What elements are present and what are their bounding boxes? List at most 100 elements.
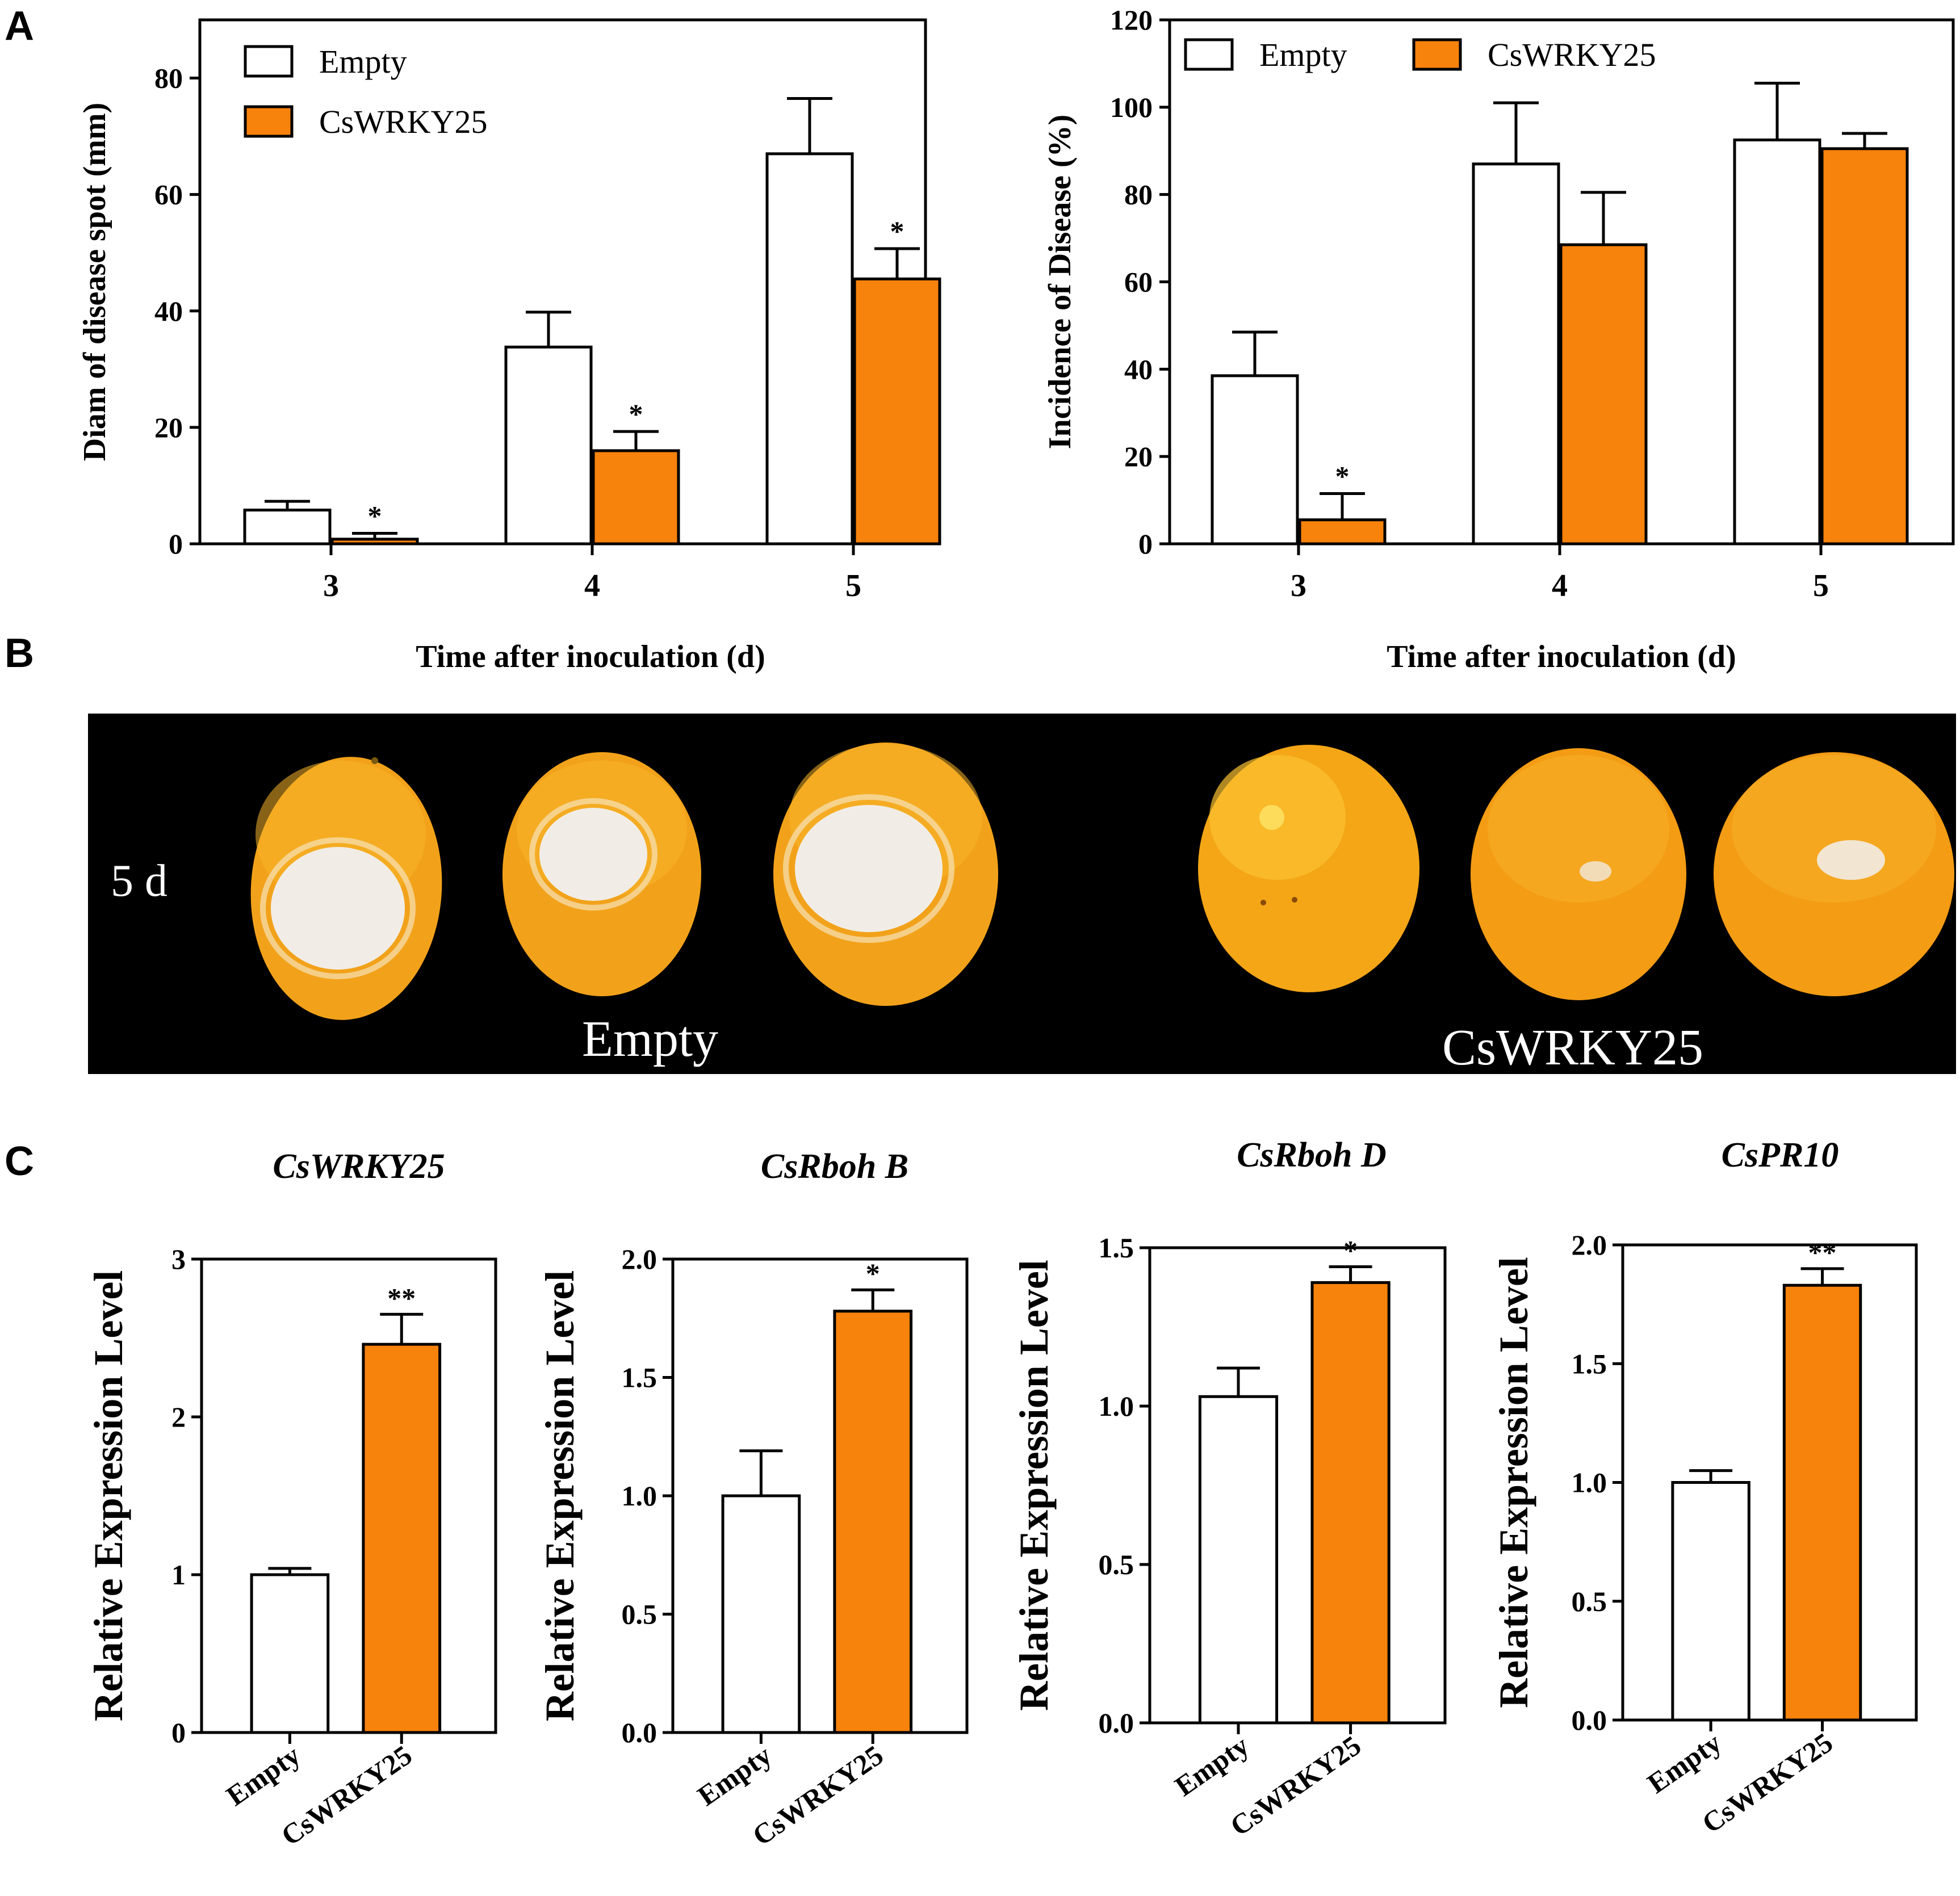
significance-marker: * xyxy=(866,1257,880,1289)
y-tick-label: 3 xyxy=(171,1243,186,1275)
legend-swatch-cswrky25 xyxy=(1412,38,1462,71)
y-tick-label: 0.5 xyxy=(1572,1585,1607,1617)
legend-label: Empty xyxy=(319,43,407,80)
y-tick-label: 1.5 xyxy=(622,1362,657,1394)
fruit-photo-panel: 5 d Empty CsWRKY25 xyxy=(88,714,1956,1076)
y-tick-label: 1.0 xyxy=(1099,1390,1134,1422)
x-tick-label: 5 xyxy=(1813,568,1829,603)
bar-empty xyxy=(504,345,593,546)
bar-cswrky25 xyxy=(1820,147,1909,546)
x-tick-label: 4 xyxy=(1552,568,1568,603)
x-tick-label: 5 xyxy=(845,568,861,603)
y-tick-label: 120 xyxy=(1110,4,1153,36)
x-tick-label: 3 xyxy=(1291,568,1306,603)
y-tick-label: 40 xyxy=(1124,353,1153,385)
y-tick-label: 0.0 xyxy=(622,1717,657,1748)
bar-empty xyxy=(1198,1395,1279,1725)
y-tick-label: 100 xyxy=(1110,91,1153,123)
fruit-empty-1 xyxy=(250,757,442,1020)
bar-cswrky25 xyxy=(833,1310,913,1734)
y-tick-label: 1 xyxy=(171,1559,186,1591)
chart-diam-disease-spot: 0 20 40 60 80 3 * 4 * 5 * Diam of disease spot (mm)… xyxy=(77,18,941,674)
fruit-cswrky25-1 xyxy=(1198,745,1419,992)
chart-title: CsRboh B xyxy=(761,1147,908,1186)
bar-empty xyxy=(250,1573,330,1734)
bar-cswrky25 xyxy=(1310,1281,1391,1725)
significance-marker: * xyxy=(629,398,643,430)
bar-cswrky25 xyxy=(1559,243,1648,546)
y-tick-label: 60 xyxy=(1124,266,1153,298)
x-tick-label: 3 xyxy=(323,568,339,603)
y-tick-label: 2 xyxy=(171,1401,186,1433)
bar-empty xyxy=(1472,162,1560,546)
bar-empty xyxy=(1733,139,1821,546)
y-axis-title: Relative Expression Level xyxy=(86,1270,131,1722)
y-tick-label: 40 xyxy=(154,295,183,327)
fruit-empty-3 xyxy=(773,743,998,1006)
y-tick-label: 0.0 xyxy=(1099,1707,1134,1739)
y-tick-label: 0 xyxy=(1138,528,1153,560)
x-axis-title: Time after inoculation (d) xyxy=(416,639,765,674)
significance-marker: * xyxy=(890,215,904,247)
y-tick-label: 60 xyxy=(154,179,183,211)
legend-swatch-cswrky25 xyxy=(244,105,294,138)
x-axis-title: Time after inoculation (d) xyxy=(1387,639,1736,674)
bar-cswrky25 xyxy=(1298,518,1387,546)
y-tick-label: 0 xyxy=(169,528,183,560)
chart-incidence-disease: 0 20 40 60 80 100 120 3 * 4 5 Incidence of Disease … xyxy=(1042,4,1955,674)
chart-title: CsWRKY25 xyxy=(273,1147,445,1186)
legend-swatch-empty xyxy=(244,45,294,78)
photo-label-cswrky25: CsWRKY25 xyxy=(1442,1020,1703,1076)
chart-expression-csrboh-b: CsRboh B0.00.51.01.52.0Empty*CsWRKY25Rel… xyxy=(537,1147,969,1852)
y-tick-label: 80 xyxy=(154,62,183,94)
y-axis-title: Incidence of Disease (%) xyxy=(1042,115,1078,449)
bar-empty xyxy=(243,509,332,546)
bar-cswrky25 xyxy=(330,538,419,546)
fruit-empty-2 xyxy=(502,752,701,996)
significance-marker: ** xyxy=(387,1282,416,1314)
fruit-cswrky25-3 xyxy=(1714,752,1954,996)
plot-frame xyxy=(1621,1243,1918,1722)
bar-empty xyxy=(765,152,854,546)
y-tick-label: 0.0 xyxy=(1572,1704,1607,1736)
legend-label: Empty xyxy=(1259,36,1347,73)
x-tick-label: Empty xyxy=(220,1739,305,1812)
x-tick-label: Empty xyxy=(1169,1729,1254,1802)
y-tick-label: 1.0 xyxy=(622,1480,657,1512)
bar-cswrky25 xyxy=(592,449,680,546)
bar-cswrky25 xyxy=(853,277,941,546)
chart-title: CsPR10 xyxy=(1722,1136,1839,1174)
y-axis-title: Relative Expression Level xyxy=(537,1270,583,1722)
y-axis-title: Relative Expression Level xyxy=(1011,1260,1057,1711)
significance-marker: * xyxy=(1335,460,1350,492)
y-tick-label: 2.0 xyxy=(1572,1229,1607,1261)
legend-label: CsWRKY25 xyxy=(1488,36,1656,73)
x-tick-label: Empty xyxy=(692,1739,777,1812)
bar-empty xyxy=(1671,1481,1750,1722)
panel-label-b: B xyxy=(5,631,34,676)
bar-empty xyxy=(1211,374,1299,546)
y-tick-label: 20 xyxy=(1124,441,1153,472)
y-tick-label: 1.5 xyxy=(1572,1348,1607,1379)
y-tick-label: 2.0 xyxy=(622,1243,657,1275)
panel-label-a: A xyxy=(5,3,34,49)
y-tick-label: 0.5 xyxy=(622,1599,657,1630)
significance-marker: * xyxy=(368,500,382,532)
fruit-cswrky25-2 xyxy=(1471,748,1686,1000)
chart-expression-csrboh-d: CsRboh D0.00.51.01.5Empty*CsWRKY25Relati… xyxy=(1011,1136,1447,1842)
bar-cswrky25 xyxy=(362,1343,442,1734)
y-axis-title: Diam of disease spot (mm) xyxy=(77,103,112,461)
panel-label-c: C xyxy=(5,1139,34,1184)
x-tick-label: 4 xyxy=(584,568,600,603)
y-axis-title: Relative Expression Level xyxy=(1491,1257,1536,1708)
y-tick-label: 1.5 xyxy=(1099,1232,1134,1264)
y-tick-label: 80 xyxy=(1124,179,1153,211)
plot-frame xyxy=(1148,1246,1447,1725)
bar-empty xyxy=(721,1494,801,1734)
significance-marker: * xyxy=(1343,1234,1358,1266)
y-tick-label: 20 xyxy=(154,412,183,443)
chart-expression-cspr10: CsPR100.00.51.01.52.0Empty**CsWRKY25Rela… xyxy=(1491,1136,1918,1839)
photo-label-empty: Empty xyxy=(582,1011,718,1067)
